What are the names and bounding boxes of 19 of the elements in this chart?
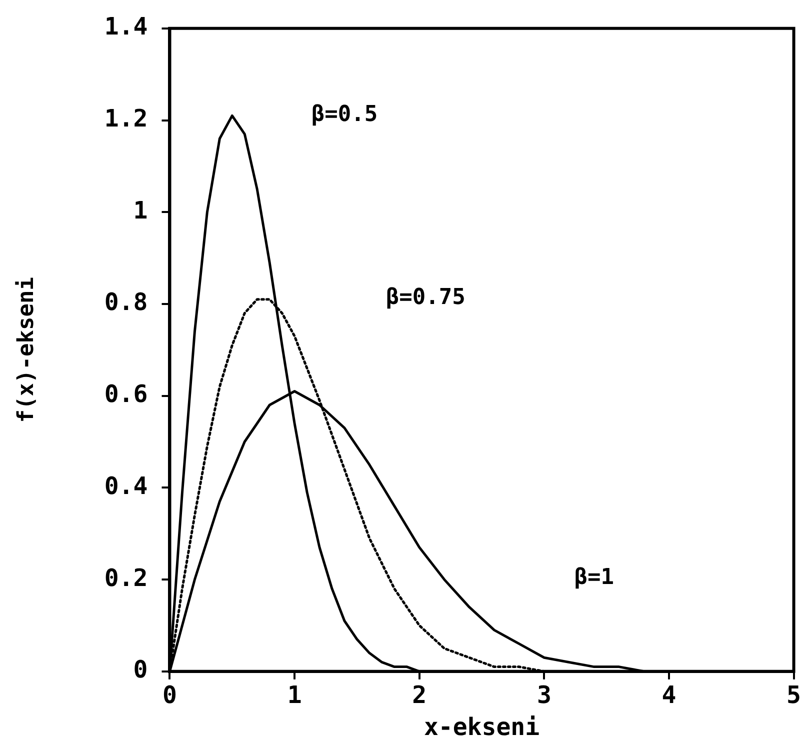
y-tick-label: 0.4 [104,472,148,500]
y-tick-label: 0.2 [104,564,148,592]
annotation: β=1 [574,564,614,590]
x-tick-label: 2 [412,681,427,710]
annotation: β=0.75 [386,285,466,310]
x-axis-title: x-ekseni [424,712,540,741]
annotation: β=0.5 [311,102,378,127]
y-tick-label: 1.2 [104,104,148,132]
y-tick-label: 0.6 [104,380,148,408]
x-tick-label: 4 [662,681,676,710]
y-axis-title: f(x)-ekseni [14,277,39,423]
x-tick-label: 0 [162,681,177,710]
y-tick-label: 1 [133,196,148,224]
y-tick-label: 0.8 [104,288,148,316]
y-tick-label: 1.4 [104,12,148,41]
x-tick-label: 3 [536,681,552,710]
y-tick-label: 0 [133,656,148,684]
x-tick-label: 1 [287,681,302,710]
x-tick-label: 5 [786,681,801,710]
